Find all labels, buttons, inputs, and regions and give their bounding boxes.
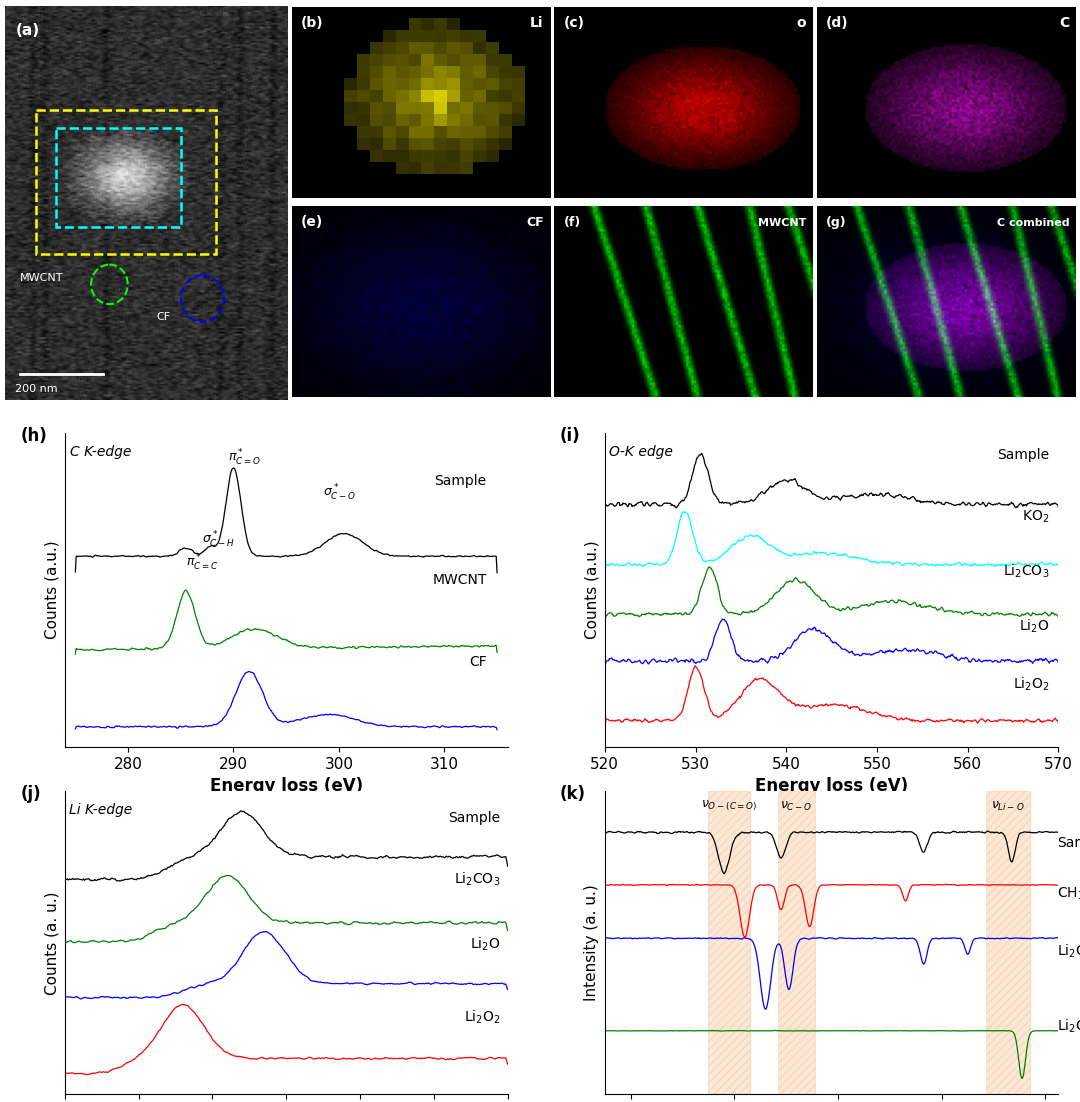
X-axis label: Energy loss (eV): Energy loss (eV) — [210, 777, 363, 796]
Text: (f): (f) — [564, 216, 581, 229]
Y-axis label: Intensity (a. u.): Intensity (a. u.) — [584, 885, 599, 1001]
Text: (e): (e) — [300, 215, 323, 229]
Text: (d): (d) — [826, 15, 849, 30]
Text: $\pi^*_{C=C}$: $\pi^*_{C=C}$ — [186, 553, 218, 573]
Text: Li$_2$CO$_3$: Li$_2$CO$_3$ — [1057, 943, 1080, 961]
Text: MWCNT: MWCNT — [432, 573, 486, 587]
Text: (a): (a) — [16, 23, 40, 39]
Text: C K-edge: C K-edge — [70, 445, 132, 460]
Text: Li$_2$O: Li$_2$O — [1018, 618, 1050, 635]
Text: (b): (b) — [300, 15, 323, 30]
Text: CF: CF — [156, 312, 171, 322]
Text: $\nu_{Li-O}$: $\nu_{Li-O}$ — [991, 799, 1025, 812]
Text: C combined: C combined — [997, 218, 1069, 228]
Text: $\sigma^*_{C-H}$: $\sigma^*_{C-H}$ — [202, 530, 235, 550]
Bar — [708, 791, 750, 1094]
Text: Li$_2$O$_2$: Li$_2$O$_2$ — [463, 1008, 500, 1026]
Text: Sample: Sample — [448, 811, 500, 825]
Text: Li$_2$O$_2$: Li$_2$O$_2$ — [1057, 1017, 1080, 1035]
Text: (k): (k) — [559, 785, 585, 803]
Text: $\nu_{O-(C=O)}$: $\nu_{O-(C=O)}$ — [701, 798, 757, 812]
Text: (g): (g) — [826, 216, 847, 229]
Y-axis label: Counts (a.u.): Counts (a.u.) — [44, 541, 59, 639]
Text: C: C — [1059, 15, 1069, 30]
Text: Sample: Sample — [997, 449, 1050, 462]
Text: $\nu_{C-O}$: $\nu_{C-O}$ — [781, 799, 813, 812]
Text: $\pi^*_{C=O}$: $\pi^*_{C=O}$ — [228, 449, 261, 468]
Text: o: o — [797, 15, 807, 30]
Text: Li$_2$O$_2$: Li$_2$O$_2$ — [1013, 676, 1050, 693]
Text: CF: CF — [526, 216, 543, 229]
Text: Li: Li — [530, 15, 543, 30]
Text: Li$_2$CO$_3$: Li$_2$CO$_3$ — [1003, 563, 1050, 580]
Text: MWCNT: MWCNT — [19, 273, 63, 283]
X-axis label: Energy loss (eV): Energy loss (eV) — [755, 777, 908, 796]
Bar — [986, 791, 1030, 1094]
Y-axis label: Counts (a. u.): Counts (a. u.) — [44, 892, 59, 994]
Text: Sample: Sample — [434, 475, 486, 488]
Text: (j): (j) — [21, 785, 41, 803]
Bar — [779, 791, 814, 1094]
Bar — [37, 110, 216, 253]
Text: MWCNT: MWCNT — [758, 218, 807, 228]
Text: (i): (i) — [559, 426, 580, 445]
Text: $\sigma^*_{C-O}$: $\sigma^*_{C-O}$ — [323, 483, 356, 504]
Text: O-K edge: O-K edge — [609, 445, 673, 460]
Text: KO$_2$: KO$_2$ — [1022, 508, 1050, 525]
Text: Li$_2$O: Li$_2$O — [470, 936, 500, 953]
Text: 200 nm: 200 nm — [14, 383, 57, 393]
Text: Sample: Sample — [1057, 836, 1080, 850]
Text: CH$_3$COOLi: CH$_3$COOLi — [1057, 885, 1080, 901]
Text: (c): (c) — [564, 15, 584, 30]
Text: CF: CF — [469, 655, 486, 669]
Text: Li$_2$CO$_3$: Li$_2$CO$_3$ — [454, 871, 500, 888]
Text: Li K-edge: Li K-edge — [69, 802, 133, 817]
Text: (h): (h) — [21, 426, 48, 445]
Y-axis label: Counts (a.u.): Counts (a.u.) — [584, 541, 599, 639]
Bar — [56, 128, 181, 227]
